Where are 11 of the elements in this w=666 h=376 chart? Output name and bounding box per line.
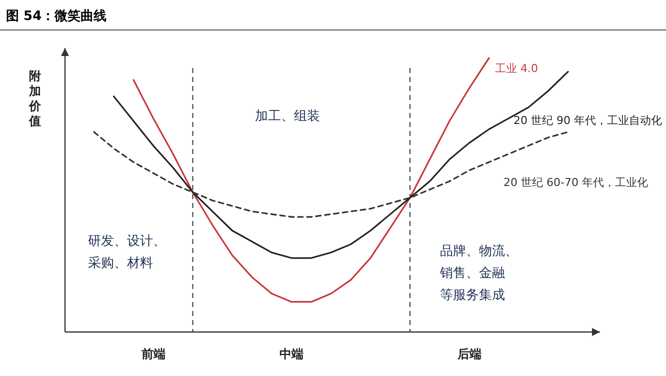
x-tick-label: 前端 [140,347,166,361]
x-tick-label: 中端 [280,347,304,361]
series-label: 20 世纪 90 年代，工业自动化 [514,114,662,127]
y-axis-title: 附加价值 [28,69,42,128]
annotation: 品牌、物流、销售、金融等服务集成 [439,243,518,303]
series-label: 20 世纪 60-70 年代，工业化 [504,176,648,189]
annotation: 研发、设计、采购、材料 [88,234,166,271]
annotation: 加工、组装 [255,109,320,124]
series-label: 工业 4.0 [495,62,538,75]
x-tick-label: 后端 [456,347,482,361]
chart-title: 图 54：微笑曲线 [6,9,107,24]
